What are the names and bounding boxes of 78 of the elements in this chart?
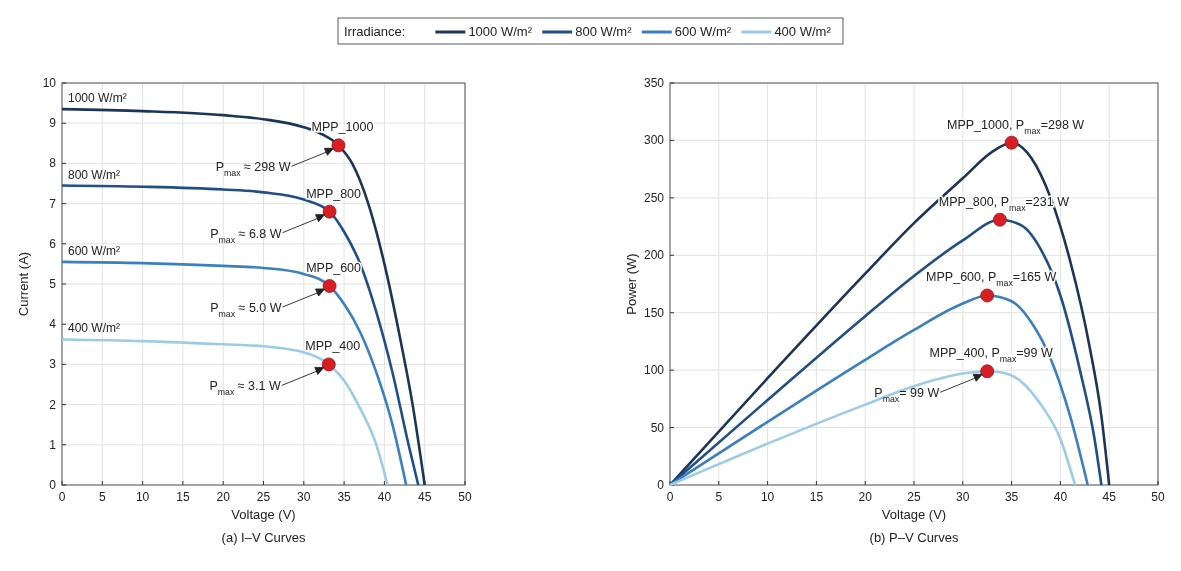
text: 600 W/m² <box>68 243 121 258</box>
x-tick-label: 25 <box>907 490 921 504</box>
y-tick-label: 3 <box>49 357 57 372</box>
text: 800 W/m² <box>68 167 121 182</box>
annotation: P$_{max}$ ≈ 6.8 W <box>210 226 282 245</box>
x-tick-label: 25 <box>256 490 271 504</box>
legend-label: 800 W/m² <box>575 24 633 39</box>
x-tick-label: 50 <box>458 490 472 504</box>
x-tick-label: 20 <box>858 490 873 504</box>
x-axis-title: Voltage (V) <box>231 507 296 522</box>
x-tick-label: 10 <box>135 490 150 504</box>
y-tick-label: 10 <box>42 76 57 90</box>
point <box>992 212 1007 227</box>
legend-label: 400 W/m² <box>774 24 832 39</box>
annotation: MPP_400 <box>305 339 361 354</box>
annotation: P$_{max}$ ≈ 3.1 W <box>209 379 281 398</box>
x-tick-label: 5 <box>715 490 723 504</box>
y-axis-title: Current (A) <box>16 251 31 317</box>
point <box>322 279 337 293</box>
line-series <box>60 260 408 487</box>
point <box>1004 135 1019 150</box>
annotation: P$_{max}$= 99 W <box>874 386 940 405</box>
point <box>980 364 995 379</box>
x-tick-label: 45 <box>1102 490 1117 504</box>
point <box>331 138 346 153</box>
x-tick-label: 30 <box>956 490 970 504</box>
x-tick-label: 10 <box>760 490 775 504</box>
y-tick-label: 0 <box>657 478 665 492</box>
legend-title: Irradiance: <box>344 24 406 39</box>
y-tick-label: 8 <box>49 156 57 171</box>
x-tick-label: 40 <box>1053 490 1068 504</box>
y-tick-label: 250 <box>643 190 665 205</box>
y-tick-label: 9 <box>49 116 57 131</box>
x-axis-title: Voltage (V) <box>881 507 947 522</box>
y-tick-label: 2 <box>49 397 57 412</box>
point <box>321 357 336 372</box>
line-series <box>60 107 426 487</box>
x-tick-label: 45 <box>418 490 432 504</box>
x-tick-label: 0 <box>58 490 66 504</box>
x-tick-label: 20 <box>216 490 231 504</box>
y-tick-label: 6 <box>49 236 57 251</box>
text: 1000 W/m² <box>68 91 127 106</box>
text: (a) I–V Curves <box>221 530 306 545</box>
y-tick-label: 300 <box>643 133 665 148</box>
text: (b) P–V Curves <box>869 530 959 545</box>
y-tick-label: 50 <box>650 420 665 435</box>
legend-label: 600 W/m² <box>674 24 732 39</box>
y-tick-label: 4 <box>49 317 57 332</box>
y-tick-label: 7 <box>49 196 57 211</box>
x-tick-label: 50 <box>1151 490 1165 504</box>
annotation: P$_{max}$ ≈ 298 W <box>215 160 291 179</box>
annotation: P$_{max}$ ≈ 5.0 W <box>210 301 282 320</box>
y-tick-label: 350 <box>643 76 665 90</box>
y-tick-label: 5 <box>49 277 57 291</box>
y-tick-label: 150 <box>643 305 665 320</box>
x-tick-label: 30 <box>297 490 311 504</box>
y-tick-label: 1 <box>49 437 57 452</box>
point <box>322 204 337 219</box>
x-tick-label: 40 <box>377 490 392 504</box>
x-tick-label: 15 <box>809 490 824 504</box>
legend-label: 1000 W/m² <box>468 24 533 39</box>
annotation: MPP_1000 <box>311 120 374 135</box>
y-tick-label: 0 <box>49 478 57 492</box>
x-tick-label: 35 <box>1004 490 1019 504</box>
annotation: MPP_600 <box>306 261 362 276</box>
annotation: MPP_800 <box>306 186 362 201</box>
x-tick-label: 5 <box>98 490 106 504</box>
y-axis-title: Power (W) <box>624 253 639 315</box>
x-tick-label: 15 <box>176 490 190 504</box>
line-series <box>60 338 389 487</box>
x-tick-label: 0 <box>666 490 674 504</box>
x-tick-label: 35 <box>337 490 352 504</box>
y-tick-label: 200 <box>643 248 665 263</box>
point <box>980 288 995 303</box>
text: 400 W/m² <box>68 321 121 336</box>
line-series <box>60 184 420 487</box>
y-tick-label: 100 <box>643 363 665 378</box>
annotation: MPP_1000, P$_{max}$=298 W <box>947 117 1085 136</box>
